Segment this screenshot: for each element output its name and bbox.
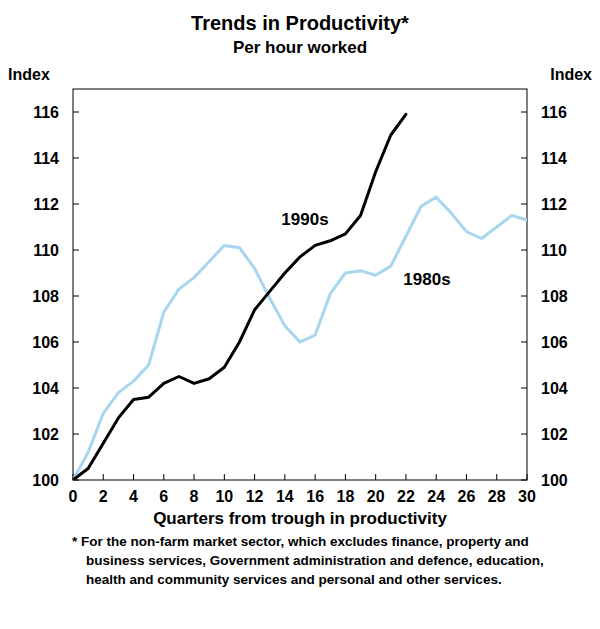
y-tick-label: 112 — [33, 196, 59, 213]
y-tick-label: 116 — [33, 104, 59, 121]
title: Trends in Productivity* — [191, 12, 409, 34]
y-tick — [73, 434, 79, 435]
series-line — [73, 197, 527, 480]
x-tick — [224, 474, 225, 480]
x-tick-label: 4 — [129, 488, 138, 505]
series-line — [73, 114, 406, 480]
x-tick-label: 28 — [488, 488, 506, 505]
x-tick — [436, 474, 437, 480]
y-tick — [73, 342, 79, 343]
y-tick-label-right: 102 — [541, 426, 568, 443]
y-axis-label-right: Index — [550, 66, 592, 83]
plot-area — [73, 114, 527, 480]
y-tick-label-right: 114 — [541, 150, 567, 167]
y-tick-label: 106 — [32, 334, 59, 351]
y-tick-label: 100 — [32, 472, 59, 489]
x-tick-label: 24 — [427, 488, 445, 505]
x-tick — [163, 474, 164, 480]
x-tick-label: 16 — [306, 488, 324, 505]
y-tick-right — [521, 158, 527, 159]
x-tick-label: 18 — [337, 488, 355, 505]
x-tick-label: 2 — [99, 488, 108, 505]
y-tick — [73, 158, 79, 159]
x-tick — [405, 474, 406, 480]
x-tick — [133, 474, 134, 480]
series-label: 1980s — [403, 270, 450, 289]
y-tick-right — [521, 296, 527, 297]
y-axis-label: Index — [8, 66, 50, 83]
x-tick-label: 20 — [367, 488, 385, 505]
x-tick-label: 30 — [518, 488, 536, 505]
y-tick — [73, 204, 79, 205]
x-tick-label: 22 — [397, 488, 415, 505]
y-tick-label: 114 — [33, 150, 59, 167]
y-tick-label-right: 100 — [541, 472, 568, 489]
y-tick-right — [521, 342, 527, 343]
x-tick — [103, 474, 104, 480]
x-tick — [315, 474, 316, 480]
plot-frame — [73, 89, 527, 480]
y-tick — [73, 250, 79, 251]
x-tick — [345, 474, 346, 480]
y-tick-label-right: 116 — [541, 104, 567, 121]
x-tick — [496, 474, 497, 480]
y-tick-label-right: 112 — [541, 196, 567, 213]
y-tick-right — [521, 112, 527, 113]
y-tick — [73, 296, 79, 297]
x-tick — [466, 474, 467, 480]
x-tick-label: 0 — [69, 488, 78, 505]
x-tick — [284, 474, 285, 480]
x-tick-label: 8 — [190, 488, 199, 505]
chart-container: {"chart_data": { "type": "line", "title"… — [0, 0, 600, 629]
x-tick-label: 14 — [276, 488, 294, 505]
x-tick-label: 26 — [458, 488, 476, 505]
x-tick — [375, 474, 376, 480]
series-label: 1990s — [281, 210, 328, 229]
y-tick-label: 110 — [33, 242, 59, 259]
y-tick-label-right: 110 — [541, 242, 567, 259]
y-tick — [73, 112, 79, 113]
y-tick-right — [521, 204, 527, 205]
y-tick-right — [521, 250, 527, 251]
y-tick-right — [521, 480, 527, 481]
x-tick — [527, 474, 528, 480]
y-tick-label-right: 104 — [541, 380, 568, 397]
y-tick-label: 102 — [32, 426, 59, 443]
subtitle: Per hour worked — [233, 38, 367, 57]
x-tick-label: 10 — [215, 488, 233, 505]
y-tick-label-right: 108 — [541, 288, 568, 305]
y-tick-label-right: 106 — [541, 334, 568, 351]
y-tick-right — [521, 434, 527, 435]
y-tick-label: 108 — [32, 288, 59, 305]
x-axis-label: Quarters from trough in productivity — [153, 509, 447, 528]
x-tick-label: 6 — [159, 488, 168, 505]
y-tick-label: 104 — [32, 380, 59, 397]
footnote: * For the non-farm market sector, which … — [72, 532, 556, 589]
x-tick — [194, 474, 195, 480]
y-tick — [73, 388, 79, 389]
y-tick-right — [521, 388, 527, 389]
x-tick — [254, 474, 255, 480]
x-tick-label: 12 — [246, 488, 264, 505]
